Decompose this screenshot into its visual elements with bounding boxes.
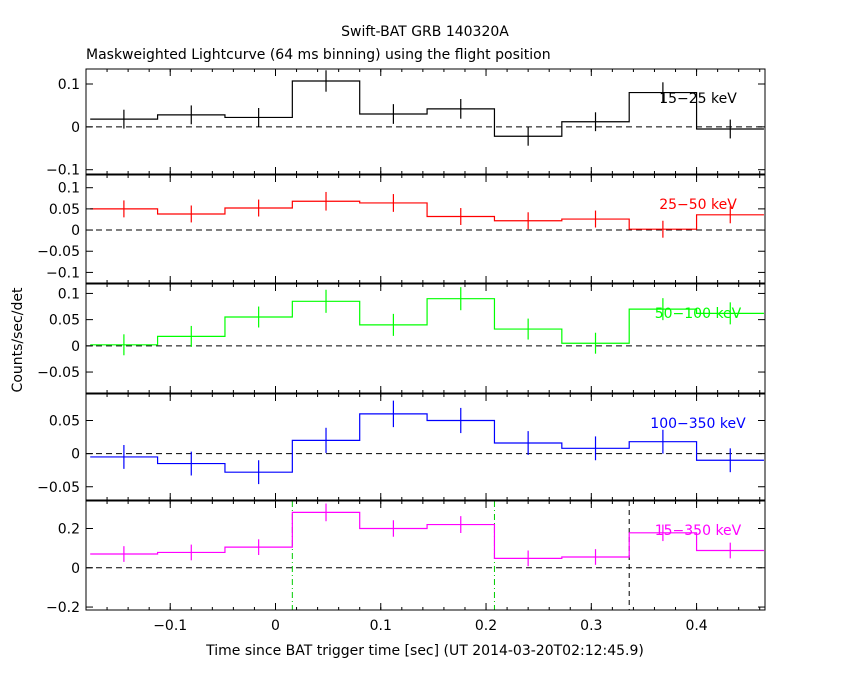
y-tick-label: 0.1 (58, 181, 80, 197)
y-tick-label: 0 (71, 223, 80, 239)
panel-2: −0.1 −0.05 0 0.05 0.1 25−50 keV (37, 174, 766, 284)
x-axis-label: Time since BAT trigger time [sec] (UT 20… (205, 643, 644, 659)
step-line (90, 511, 764, 559)
x-tick-label: 0.2 (475, 618, 497, 634)
panel-3: −0.05 0 0.05 0.1 50−100 keV (37, 283, 766, 394)
y-tick-label: 0 (71, 120, 80, 136)
y-tick-label: 0.1 (58, 77, 80, 93)
y-tick-label: 0.1 (58, 286, 80, 302)
chart-title: Swift-BAT GRB 140320A (341, 24, 509, 40)
energy-band-label: 50−100 keV (655, 306, 742, 322)
step-line (90, 413, 764, 473)
step-line (90, 298, 764, 346)
y-tick-label: −0.05 (37, 244, 80, 260)
y-tick-label: 0.05 (49, 202, 80, 218)
step-line (90, 80, 764, 137)
y-tick-label: 0 (71, 561, 80, 577)
energy-band-label: 15−25 keV (659, 91, 737, 107)
x-tick-label: −0.1 (153, 618, 187, 634)
step-line (90, 200, 764, 230)
x-tick-label: 0.4 (685, 618, 707, 634)
y-tick-label: −0.1 (46, 265, 80, 281)
y-axis-label: Counts/sec/det (10, 287, 26, 392)
x-tick-label: 0.3 (580, 618, 602, 634)
energy-band-label: 100−350 keV (650, 416, 746, 432)
panels-group: −0.1 0 0.1 15−25 keV −0.1 −0.05 0 0.05 0.1 25−50 … (37, 68, 766, 634)
y-tick-label: 0 (71, 339, 80, 355)
y-tick-label: 0.2 (58, 521, 80, 537)
y-tick-label: −0.2 (46, 600, 80, 616)
x-tick-label: 0.1 (370, 618, 392, 634)
panel-1: −0.1 0 0.1 15−25 keV (46, 68, 766, 179)
panel-frame (85, 174, 766, 284)
x-tick-label: 0 (271, 618, 280, 634)
chart-subtitle: Maskweighted Lightcurve (64 ms binning) … (86, 47, 551, 63)
panel-frame (85, 68, 766, 175)
panel-frame (85, 500, 766, 611)
panel-4: −0.05 0 0.05 100−350 keV (37, 393, 766, 501)
panel-frame (85, 393, 766, 501)
panel-5: −0.2 0 0.2 15−350 keV −0.1 0 0.1 0.2 0.3 0.4 (46, 500, 766, 634)
panel-frame (85, 283, 766, 394)
y-tick-label: 0.05 (49, 313, 80, 329)
y-tick-label: 0.05 (49, 414, 80, 430)
y-tick-label: 0 (71, 447, 80, 463)
y-tick-label: −0.1 (46, 163, 80, 179)
energy-band-label: 15−350 keV (655, 523, 742, 539)
y-tick-label: −0.05 (37, 365, 80, 381)
y-tick-label: −0.05 (37, 480, 80, 496)
energy-band-label: 25−50 keV (659, 197, 737, 213)
